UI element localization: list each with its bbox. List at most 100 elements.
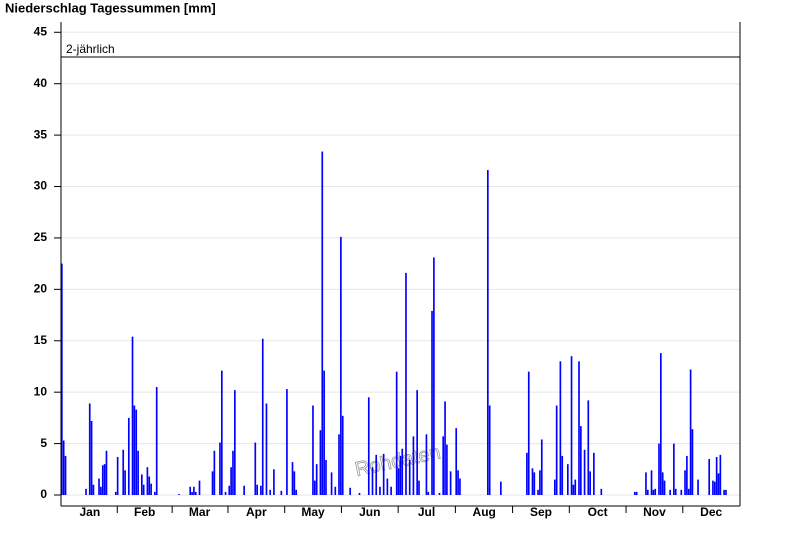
bar bbox=[286, 389, 288, 495]
bar bbox=[358, 492, 361, 495]
bar bbox=[652, 489, 655, 495]
bar bbox=[340, 236, 342, 495]
bar bbox=[313, 480, 316, 495]
bar bbox=[321, 151, 324, 496]
bar bbox=[232, 450, 234, 495]
bar bbox=[224, 491, 227, 495]
y-tick-label: 40 bbox=[34, 76, 48, 90]
y-tick-label: 15 bbox=[34, 333, 48, 347]
bar bbox=[539, 470, 541, 495]
bar bbox=[291, 462, 294, 495]
bar bbox=[687, 488, 690, 495]
y-tick-label: 25 bbox=[34, 230, 48, 244]
bar bbox=[725, 489, 727, 495]
x-tick-label: Jan bbox=[79, 505, 100, 519]
bar bbox=[533, 472, 536, 495]
bar bbox=[312, 405, 314, 495]
bar bbox=[146, 467, 149, 495]
bar bbox=[131, 336, 134, 495]
bar bbox=[531, 468, 534, 495]
bar bbox=[293, 471, 296, 495]
bar bbox=[194, 491, 197, 495]
bar bbox=[527, 371, 530, 495]
bar bbox=[674, 488, 677, 495]
bar bbox=[234, 390, 236, 495]
bar bbox=[555, 405, 558, 495]
bar bbox=[295, 489, 298, 495]
bar bbox=[101, 465, 104, 495]
bar bbox=[399, 455, 402, 495]
bar bbox=[633, 491, 636, 495]
bar bbox=[691, 429, 694, 495]
bar bbox=[587, 400, 590, 495]
bar bbox=[150, 483, 152, 495]
y-tick-label: 35 bbox=[34, 127, 48, 141]
bar bbox=[100, 486, 102, 495]
bar bbox=[669, 489, 671, 495]
bar bbox=[574, 479, 577, 495]
bar bbox=[427, 491, 430, 495]
bar bbox=[105, 450, 108, 495]
bar bbox=[116, 456, 119, 495]
bar bbox=[330, 472, 333, 495]
bar bbox=[635, 491, 638, 495]
bar bbox=[315, 464, 318, 495]
bar bbox=[325, 460, 327, 495]
bar bbox=[553, 479, 556, 495]
bar bbox=[191, 491, 193, 495]
bar bbox=[341, 415, 344, 495]
bar bbox=[323, 370, 325, 495]
bar bbox=[88, 403, 91, 495]
bar bbox=[375, 454, 378, 495]
x-tick-label: Nov bbox=[643, 505, 666, 519]
bar bbox=[660, 353, 662, 495]
y-tick-label: 5 bbox=[40, 436, 47, 450]
bar bbox=[459, 478, 461, 495]
bar bbox=[349, 487, 352, 495]
bar bbox=[673, 443, 675, 495]
bar bbox=[559, 361, 562, 495]
y-tick-label: 0 bbox=[40, 487, 47, 501]
bar bbox=[408, 460, 411, 495]
bar bbox=[367, 397, 370, 495]
bar bbox=[256, 484, 258, 495]
bar bbox=[269, 489, 272, 495]
x-tick-label: Sep bbox=[530, 505, 552, 519]
x-tick-label: Oct bbox=[588, 505, 608, 519]
x-tick-label: May bbox=[301, 505, 325, 519]
x-tick-label: Aug bbox=[473, 505, 496, 519]
bar bbox=[386, 478, 389, 495]
bar bbox=[155, 387, 158, 495]
bar bbox=[444, 401, 446, 495]
bar bbox=[90, 420, 93, 495]
bar bbox=[661, 472, 664, 495]
bar bbox=[457, 470, 459, 495]
bar bbox=[189, 486, 192, 495]
bar bbox=[338, 434, 340, 495]
bar bbox=[379, 486, 381, 495]
bar bbox=[658, 443, 660, 495]
bar bbox=[124, 470, 126, 495]
bar bbox=[193, 486, 195, 495]
bar bbox=[382, 453, 385, 495]
bar bbox=[663, 480, 666, 495]
bar bbox=[578, 361, 580, 495]
bar bbox=[717, 473, 720, 495]
bar bbox=[260, 485, 262, 495]
bar bbox=[645, 472, 647, 495]
bar bbox=[418, 480, 420, 495]
bar bbox=[412, 436, 415, 495]
bar bbox=[371, 467, 374, 495]
bar bbox=[416, 390, 418, 495]
bar bbox=[154, 491, 156, 495]
bar bbox=[243, 485, 245, 495]
bar bbox=[500, 481, 502, 495]
bar bbox=[62, 440, 65, 495]
bar bbox=[686, 455, 688, 495]
bar bbox=[254, 442, 257, 495]
bar bbox=[85, 488, 87, 495]
bar bbox=[593, 452, 595, 495]
bar bbox=[537, 489, 539, 495]
